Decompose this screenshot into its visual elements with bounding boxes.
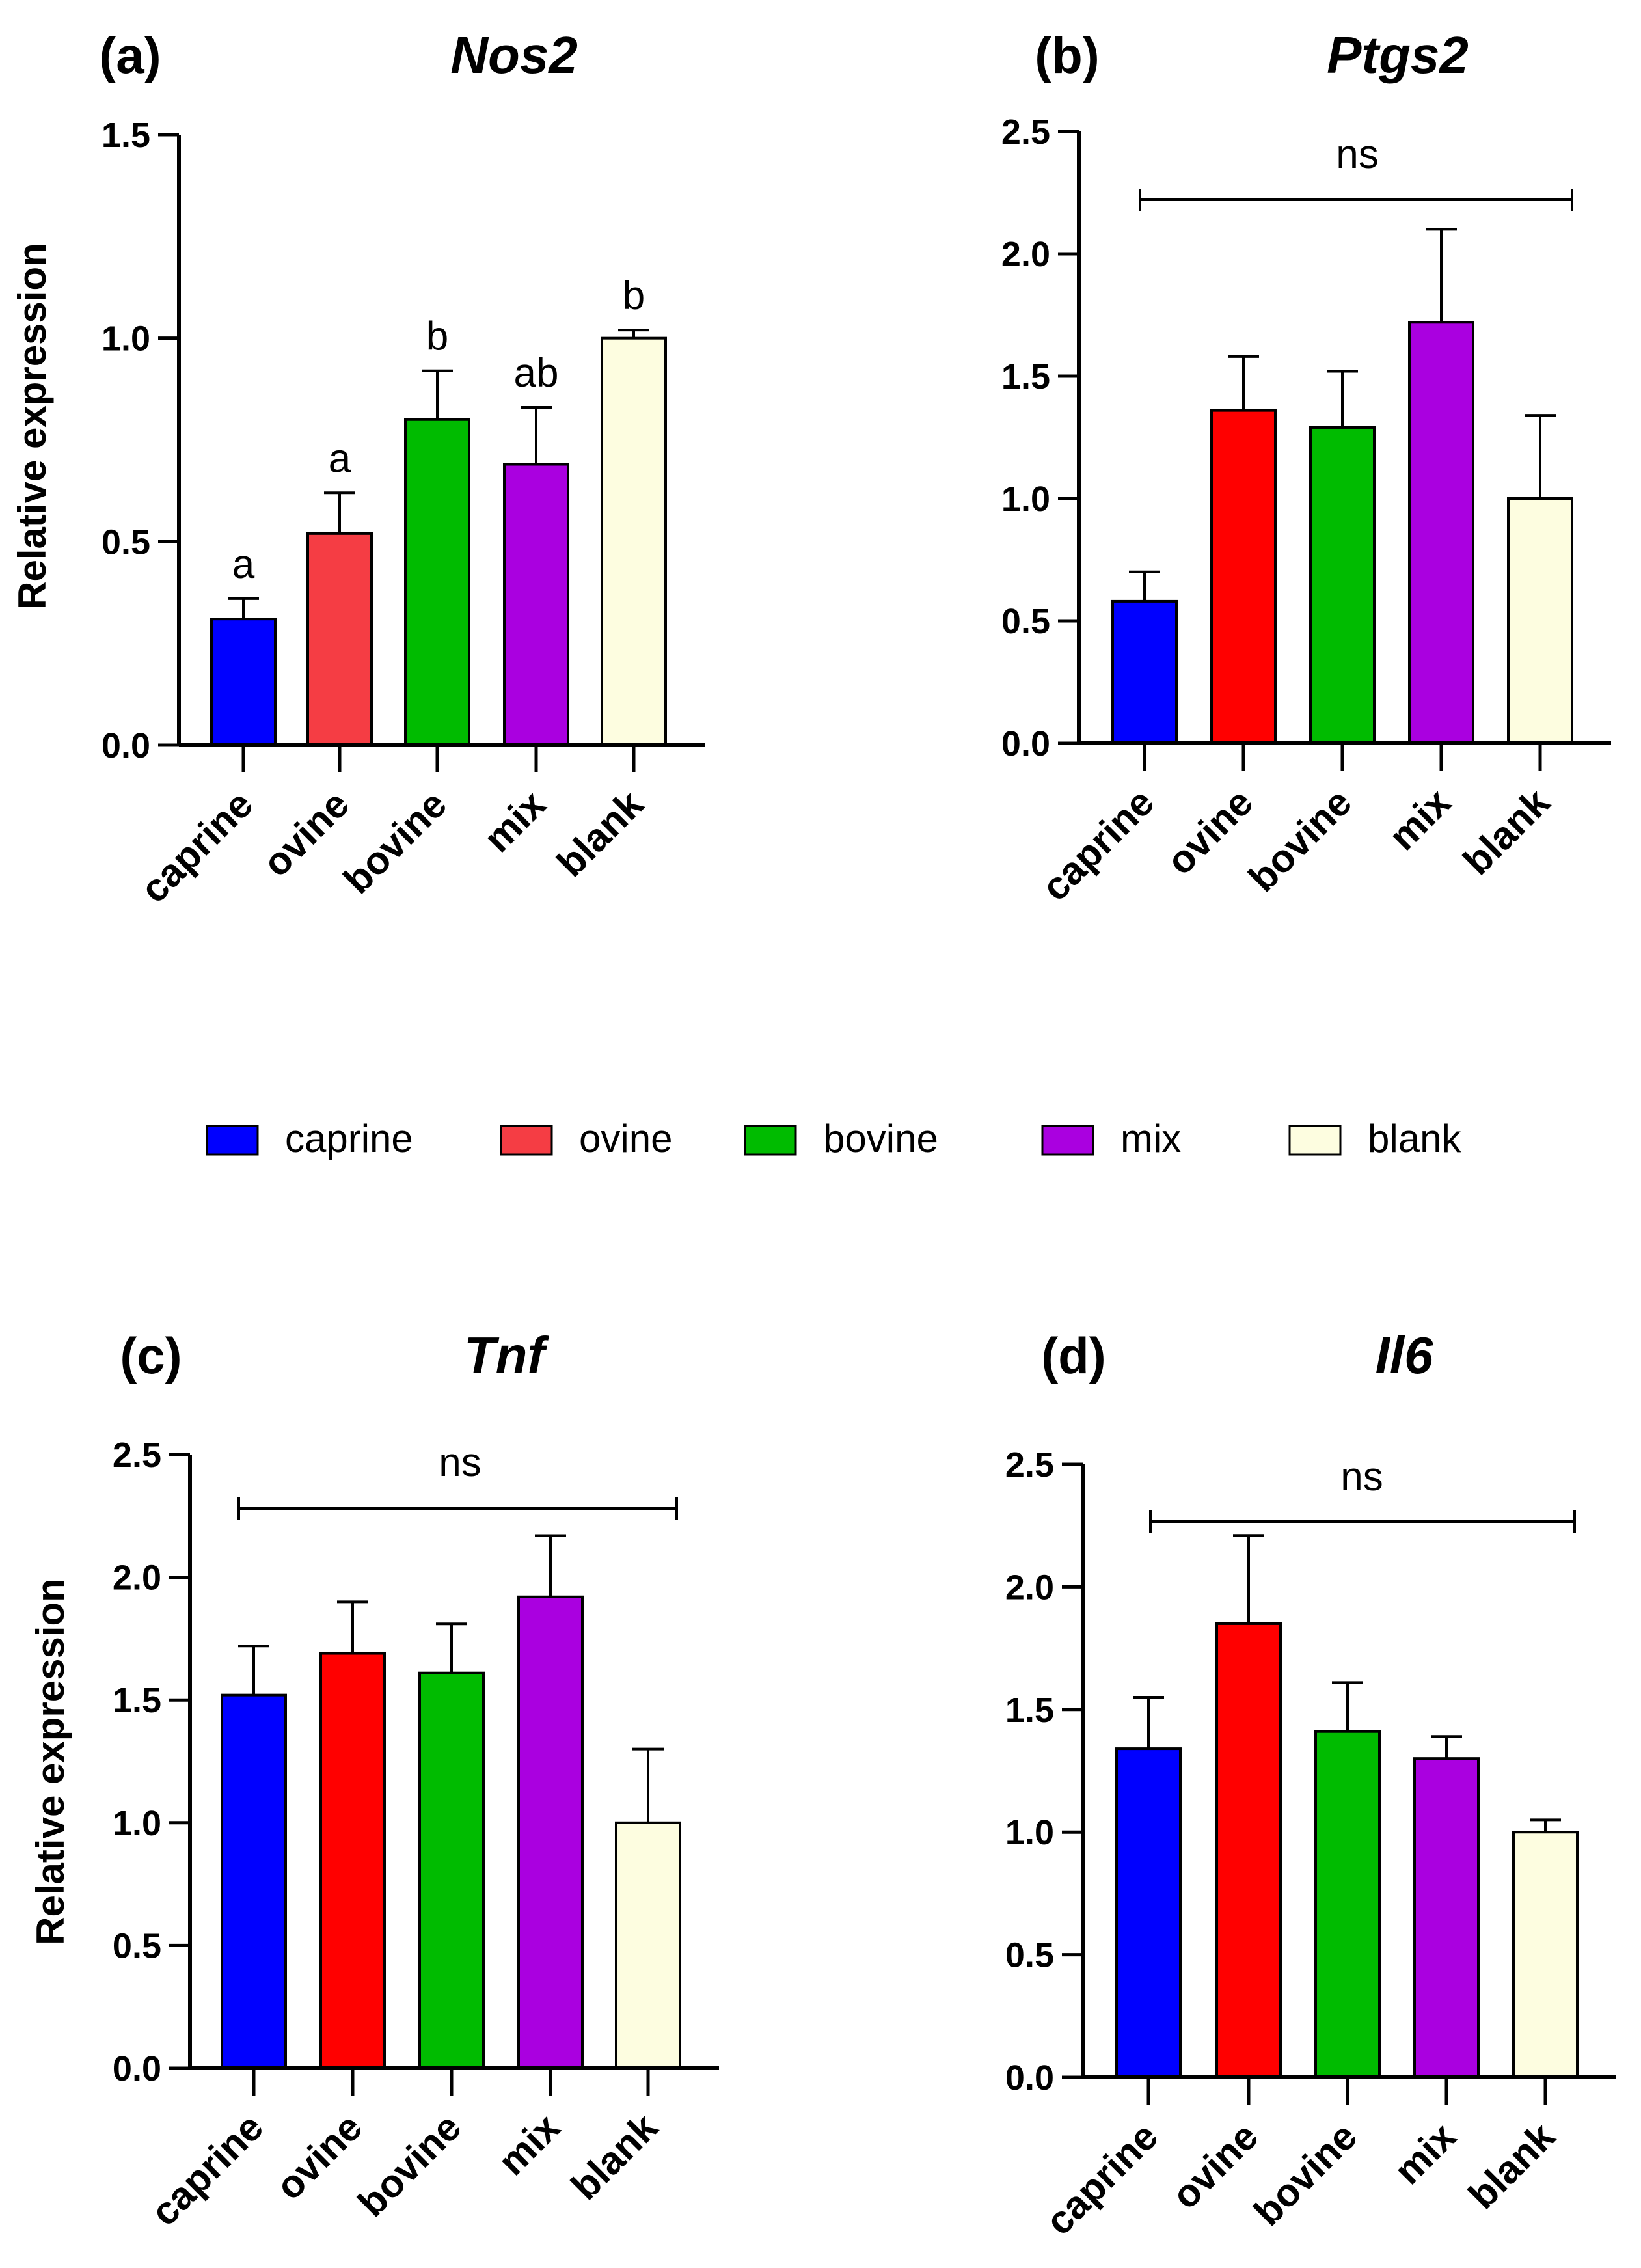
y-tick-label: 2.0: [1005, 1568, 1054, 1607]
significance-letter: a: [329, 436, 351, 481]
y-tick-label: 0.5: [1001, 602, 1050, 641]
bar-bovine: [418, 1671, 485, 2070]
bar-blank: [1507, 497, 1573, 745]
bar-ovine: [306, 532, 373, 746]
panel-label: (c): [120, 1327, 182, 1384]
y-axis-label: Relative expression: [29, 1578, 72, 1945]
gene-title: Ptgs2: [1327, 26, 1469, 84]
bar-blank: [601, 336, 667, 746]
y-tick-label: 1.0: [1001, 480, 1050, 519]
bracket-label: ns: [439, 1440, 481, 1485]
bar-mix: [503, 463, 569, 747]
x-tick-label: bovine: [349, 2105, 469, 2225]
legend-swatch-caprine: [206, 1125, 259, 1156]
x-tick-label: caprine: [142, 2105, 271, 2234]
bar-bovine: [404, 418, 470, 746]
legend-label-bovine: bovine: [823, 1117, 938, 1160]
x-tick-label: mix: [1381, 780, 1459, 858]
x-tick-label: mix: [490, 2105, 568, 2183]
bar-mix: [1408, 321, 1474, 745]
significance-letter: ab: [514, 351, 559, 396]
bar-caprine: [210, 618, 277, 746]
legend: caprine ovine bovine mix blank: [206, 1117, 1461, 1160]
x-tick-label: caprine: [1033, 780, 1162, 909]
legend-label-ovine: ovine: [579, 1117, 672, 1160]
significance-letter: b: [623, 273, 645, 318]
y-tick-label: 0.5: [1005, 1936, 1054, 1975]
y-tick-label: 0.0: [113, 2049, 161, 2088]
x-tick-label: blank: [563, 2105, 666, 2208]
legend-label-blank: blank: [1368, 1117, 1461, 1160]
y-tick-label: 1.5: [113, 1681, 161, 1720]
bar-bovine: [1314, 1730, 1381, 2079]
x-tick-label: blank: [1460, 2114, 1564, 2217]
gene-title: Tnf: [464, 1326, 550, 1384]
bar-mix: [517, 1595, 584, 2070]
y-tick-label: 1.0: [102, 320, 150, 359]
y-axis-label: Relative expression: [10, 243, 54, 610]
bar-caprine: [1115, 1747, 1182, 2079]
significance-letter: b: [426, 314, 448, 359]
panel-label: (a): [99, 27, 161, 84]
legend-swatch-blank: [1288, 1125, 1342, 1156]
y-tick-label: 0.5: [102, 523, 150, 562]
legend-swatch-ovine: [500, 1125, 553, 1156]
bar-blank: [615, 1821, 681, 2070]
x-tick-label: caprine: [132, 782, 261, 911]
y-tick-label: 1.5: [102, 116, 150, 155]
y-tick-label: 1.5: [1001, 357, 1050, 396]
y-tick-label: 2.5: [1005, 1445, 1054, 1484]
bar-ovine: [1210, 409, 1277, 745]
panel-label: (b): [1035, 27, 1100, 84]
y-tick-label: 0.0: [102, 726, 150, 765]
bar-ovine: [319, 1652, 386, 2070]
bar-mix: [1413, 1757, 1480, 2079]
bar-caprine: [221, 1693, 287, 2070]
bar-blank: [1512, 1831, 1579, 2079]
bar-ovine: [1215, 1622, 1282, 2079]
bar-caprine: [1111, 599, 1178, 745]
x-tick-label: bovine: [1245, 2114, 1365, 2234]
x-tick-label: blank: [1455, 780, 1558, 883]
legend-swatch-bovine: [744, 1125, 797, 1156]
x-tick-label: mix: [476, 782, 554, 860]
bracket-label: ns: [1336, 132, 1378, 177]
y-tick-label: 0.5: [113, 1926, 161, 1965]
y-tick-label: 0.0: [1001, 724, 1050, 763]
y-tick-label: 2.5: [1001, 113, 1050, 152]
legend-swatch-mix: [1041, 1125, 1094, 1156]
panel-label: (d): [1041, 1327, 1106, 1384]
y-tick-label: 1.0: [113, 1804, 161, 1843]
y-tick-label: 1.5: [1005, 1691, 1054, 1730]
y-tick-label: 0.0: [1005, 2058, 1054, 2097]
legend-label-mix: mix: [1120, 1117, 1181, 1160]
y-tick-label: 2.5: [113, 1436, 161, 1475]
gene-title: Nos2: [450, 26, 578, 84]
y-tick-label: 1.0: [1005, 1813, 1054, 1852]
x-tick-label: mix: [1386, 2114, 1464, 2193]
x-tick-label: bovine: [1240, 780, 1360, 900]
significance-letter: a: [232, 542, 255, 587]
legend-label-caprine: caprine: [285, 1117, 413, 1160]
x-tick-label: bovine: [335, 782, 455, 902]
y-tick-label: 2.0: [1001, 235, 1050, 274]
y-tick-label: 2.0: [113, 1559, 161, 1598]
bracket-label: ns: [1340, 1455, 1383, 1499]
x-tick-label: blank: [549, 782, 652, 885]
x-tick-label: caprine: [1037, 2114, 1166, 2243]
bar-bovine: [1309, 426, 1376, 745]
gene-title: Il6: [1376, 1326, 1433, 1384]
